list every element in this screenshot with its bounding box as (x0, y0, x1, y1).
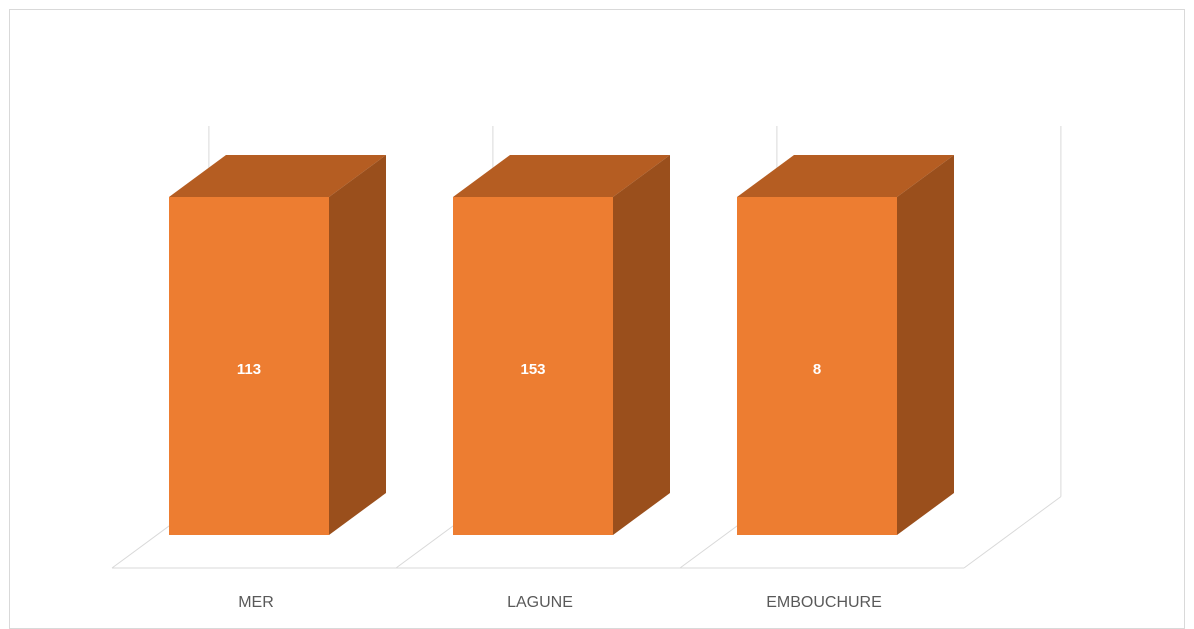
category-label: EMBOUCHURE (766, 594, 882, 611)
floor-divider (963, 496, 1062, 569)
data-label: 153 (520, 361, 545, 378)
category-label: MER (238, 594, 274, 611)
bar-top-lagune (453, 155, 670, 197)
bar-side-lagune (613, 155, 670, 535)
bar-side-embouchure (897, 155, 954, 535)
data-label: 8 (813, 361, 821, 378)
bar-side-mer (329, 155, 386, 535)
bar-top-embouchure (737, 155, 954, 197)
chart-category-labels: MER LAGUNE EMBOUCHURE (238, 594, 882, 611)
bar-front-mer (169, 197, 329, 535)
bar-front-embouchure (737, 197, 897, 535)
chart-bars: 113 153 8 (169, 155, 954, 535)
bar-front-lagune (453, 197, 613, 535)
category-label: LAGUNE (507, 594, 573, 611)
bar-top-mer (169, 155, 386, 197)
data-label: 113 (237, 361, 261, 378)
